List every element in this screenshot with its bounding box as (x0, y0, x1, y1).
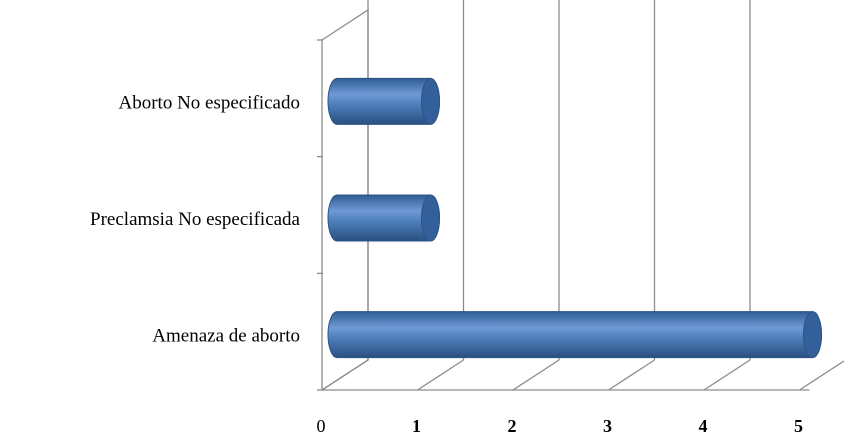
floor (321, 359, 844, 391)
category-labels: Amenaza de aborto Preclamsia No especific… (90, 92, 301, 346)
gridlines (367, 0, 751, 360)
bar-end-cap (421, 77, 440, 125)
x-tick-label: 1 (412, 416, 421, 436)
x-tick-label: 4 (699, 416, 708, 436)
floor-line (512, 359, 560, 391)
category-label: Amenaza de aborto (152, 326, 300, 347)
bar (327, 77, 440, 125)
category-label: Preclamsia No especificada (90, 209, 301, 230)
category-label: Aborto No especificado (119, 92, 301, 113)
bar (327, 311, 822, 359)
bar-body (327, 311, 822, 359)
x-tick-labels: 0 1 2 3 4 5 (317, 416, 804, 436)
x-tick-label: 2 (508, 416, 517, 436)
bars (327, 77, 822, 359)
bar (327, 194, 440, 242)
x-tick-label: 5 (794, 416, 803, 436)
floor-line (417, 359, 464, 391)
floor-line (799, 360, 844, 391)
x-tick-label: 3 (603, 416, 612, 436)
bar-end-cap (803, 311, 822, 359)
x-tick-label: 0 (317, 416, 326, 436)
floor-line (321, 359, 369, 391)
floor-line (703, 359, 751, 391)
bar-end-cap (421, 194, 440, 242)
floor-line (608, 359, 655, 391)
